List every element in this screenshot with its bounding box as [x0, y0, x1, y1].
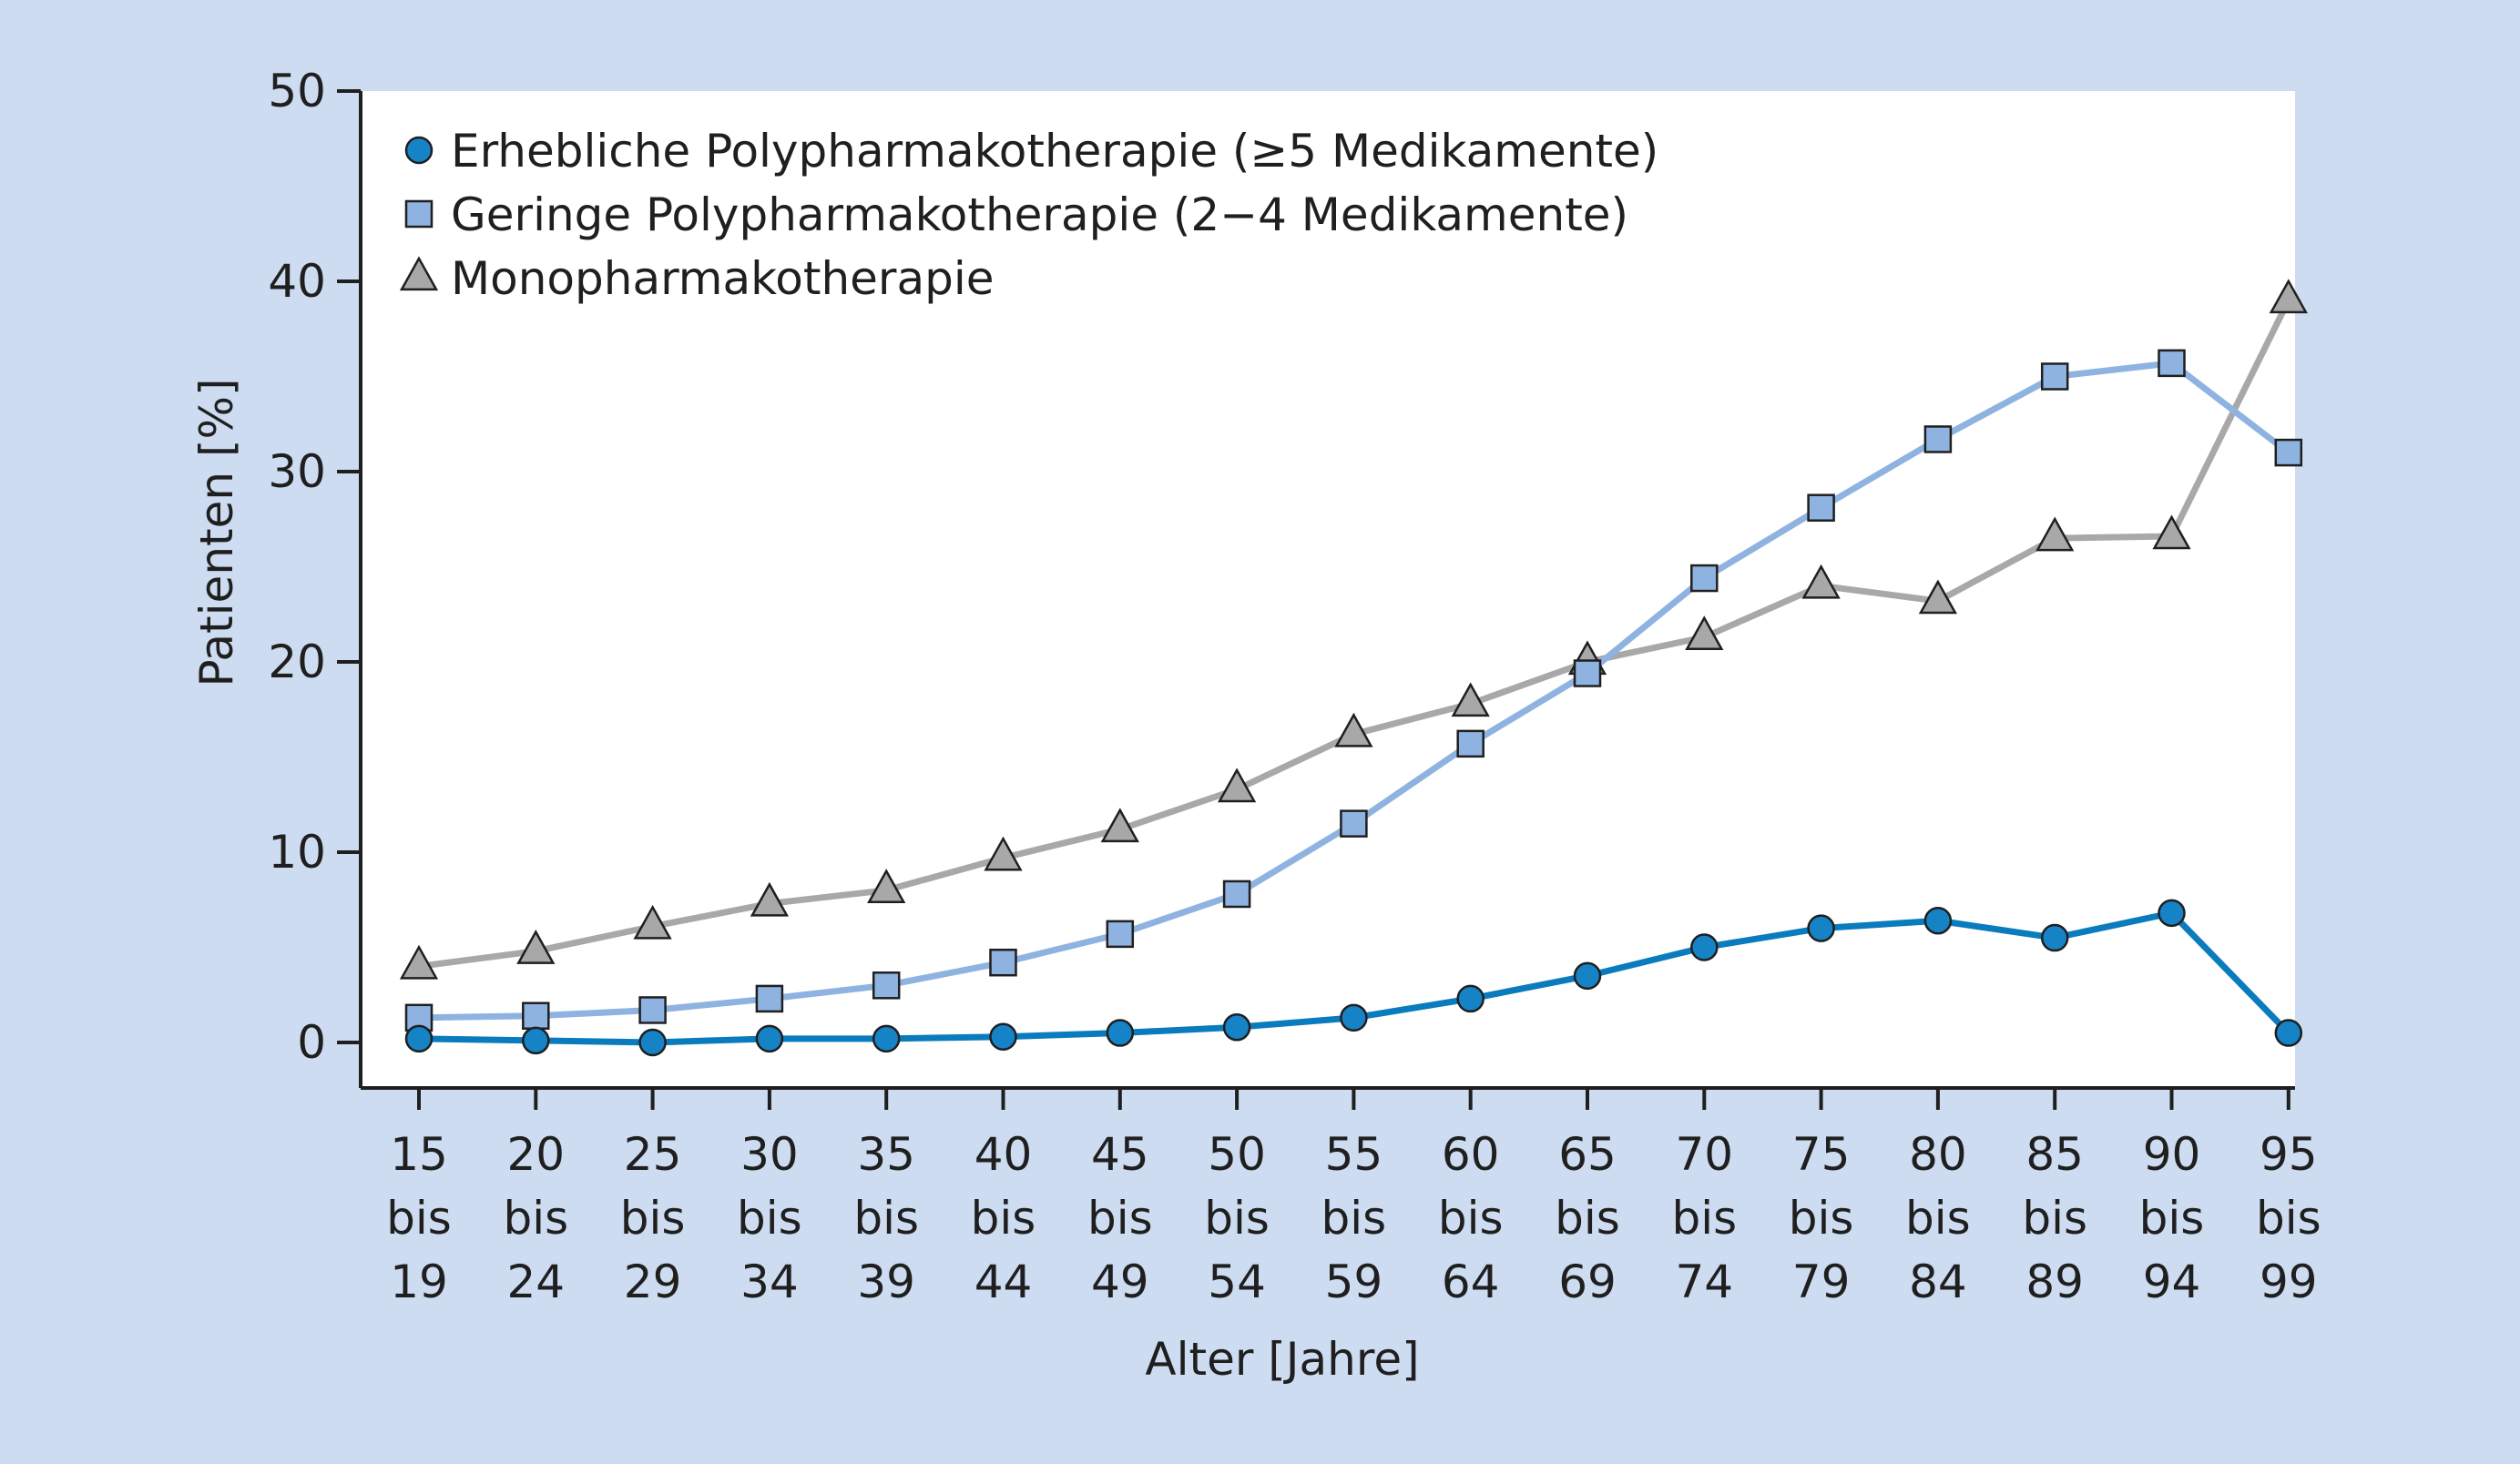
x-tick-label: 30 bis 34: [737, 1128, 802, 1308]
data-point-triangle: [1451, 682, 1490, 717]
data-point-circle: [1807, 914, 1835, 942]
data-point-circle: [1106, 1019, 1135, 1047]
data-point-triangle: [867, 869, 906, 903]
legend-label: Erhebliche Polypharmakotherapie (≥5 Medi…: [451, 125, 1658, 178]
x-tick-label: 65 bis 69: [1555, 1128, 1620, 1308]
data-point-square: [1106, 920, 1135, 949]
x-tick-label: 90 bis 94: [2139, 1128, 2205, 1308]
data-point-triangle: [1334, 712, 1373, 747]
data-point-triangle: [1217, 768, 1257, 803]
data-point-circle: [755, 1024, 784, 1053]
y-tick-label: 10: [268, 826, 326, 879]
y-tick-label: 30: [268, 445, 326, 498]
legend-item: Monopharmakotherapie: [399, 252, 995, 305]
data-point-triangle: [2035, 516, 2075, 552]
data-point-triangle: [1918, 579, 1958, 615]
x-tick-label: 45 bis 49: [1087, 1128, 1153, 1308]
axes: 0 10 20 30 40 50 15 bis 19 20 bis 24 25 bis 29 30 bis 34 3…: [268, 65, 2321, 1308]
data-point-triangle: [1100, 808, 1139, 843]
data-point-square: [1690, 564, 1719, 593]
data-point-circle: [1222, 1013, 1251, 1042]
data-point-circle: [2274, 1019, 2303, 1047]
data-point-square: [989, 948, 1017, 977]
legend-marker-circle: [404, 136, 434, 165]
x-tick-label: 50 bis 54: [1204, 1128, 1270, 1308]
data-point-triangle: [750, 881, 790, 917]
data-point-square: [872, 971, 901, 1000]
data-point-square: [2158, 349, 2186, 378]
data-point-circle: [1456, 984, 1484, 1013]
data-point-square: [2274, 438, 2303, 467]
data-point-square: [1807, 493, 1835, 522]
y-tick-label: 50: [268, 65, 326, 117]
x-tick-label: 95 bis 99: [2256, 1128, 2321, 1308]
data-point-triangle: [2269, 279, 2308, 314]
series-points-triangle: [399, 279, 2308, 980]
legend-item: Erhebliche Polypharmakotherapie (≥5 Medi…: [404, 125, 1658, 178]
data-point-square: [2040, 362, 2069, 391]
y-tick-label: 20: [268, 635, 326, 688]
legend-marker-triangle: [399, 256, 439, 291]
y-axis-title: Patienten [%]: [190, 379, 243, 687]
data-point-square: [1573, 659, 1602, 687]
series-markers: [399, 279, 2308, 1057]
legend-item: Geringe Polypharmakotherapie (2−4 Medika…: [404, 188, 1628, 241]
data-point-circle: [1923, 906, 1953, 935]
data-point-circle: [872, 1024, 901, 1053]
data-point-circle: [404, 1024, 434, 1053]
y-tick-label: 40: [268, 255, 326, 308]
series-points-circle: [404, 899, 2303, 1057]
data-point-triangle: [1685, 615, 1724, 650]
x-tick-label: 20 bis 24: [503, 1128, 568, 1308]
data-point-triangle: [633, 904, 672, 940]
x-tick-label: 15 bis 19: [386, 1128, 452, 1308]
data-point-circle: [638, 1028, 667, 1057]
x-tick-label: 70 bis 74: [1671, 1128, 1737, 1308]
legend-label: Geringe Polypharmakotherapie (2−4 Medika…: [451, 188, 1628, 241]
series-points-square: [404, 349, 2303, 1032]
x-tick-label: 85 bis 89: [2022, 1128, 2087, 1308]
y-tick-label: 0: [297, 1016, 326, 1069]
data-point-square: [522, 1001, 550, 1030]
x-tick-label: 55 bis 59: [1321, 1128, 1387, 1308]
data-point-square: [1340, 809, 1368, 838]
legend-marker-square: [404, 199, 434, 229]
data-point-triangle: [2152, 514, 2191, 550]
data-point-square: [1456, 729, 1484, 758]
data-point-circle: [1340, 1003, 1368, 1032]
data-point-circle: [2158, 899, 2186, 928]
data-point-square: [1923, 425, 1953, 453]
data-point-circle: [522, 1026, 550, 1055]
data-point-triangle: [1801, 564, 1841, 599]
legend: Erhebliche Polypharmakotherapie (≥5 Medi…: [399, 125, 1658, 305]
x-tick-label: 25 bis 29: [620, 1128, 686, 1308]
x-tick-label: 35 bis 39: [853, 1128, 919, 1308]
legend-label: Monopharmakotherapie: [451, 252, 995, 305]
data-point-triangle: [516, 930, 556, 964]
data-point-circle: [989, 1022, 1017, 1051]
x-tick-label: 80 bis 84: [1905, 1128, 1971, 1308]
x-tick-label: 40 bis 44: [971, 1128, 1036, 1308]
data-point-square: [638, 996, 667, 1024]
x-axis-title: Alter [Jahre]: [1145, 1333, 1419, 1386]
x-tick-label: 75 bis 79: [1789, 1128, 1854, 1308]
x-tick-label: 60 bis 64: [1438, 1128, 1504, 1308]
data-point-circle: [2040, 923, 2069, 952]
data-point-square: [755, 984, 784, 1013]
data-point-circle: [1690, 933, 1719, 961]
data-point-triangle: [399, 944, 439, 980]
data-point-circle: [1573, 961, 1602, 991]
data-point-square: [1222, 879, 1251, 909]
data-point-triangle: [984, 836, 1023, 871]
